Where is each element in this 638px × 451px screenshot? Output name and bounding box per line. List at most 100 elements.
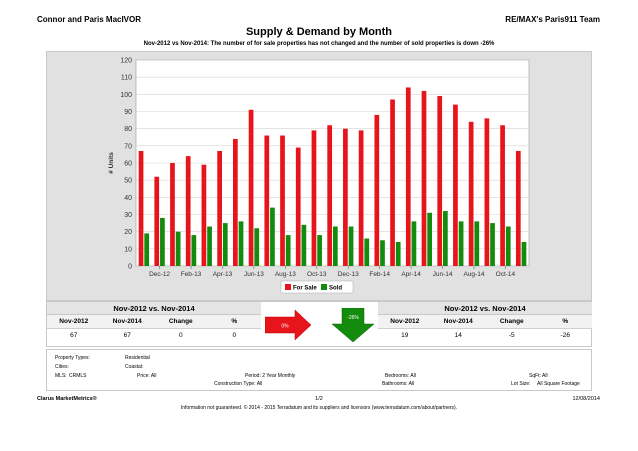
sold-bar: [301, 224, 307, 266]
stats-bar: Nov-2012 vs. Nov-2014 Nov-2012 Nov-2014 …: [46, 301, 592, 347]
x-tick-label: Jun-13: [244, 271, 264, 278]
for-sale-bar: [468, 121, 474, 266]
stats-left-value: 0: [178, 332, 183, 339]
stats-left-title: Nov-2012 vs. Nov-2014: [47, 302, 261, 315]
for-sale-bar: [264, 135, 270, 266]
sold-bar: [380, 240, 385, 266]
for-sale-bar: [248, 109, 254, 267]
stats-right-value: 14: [454, 332, 462, 339]
stats-right-header: %: [538, 315, 592, 329]
for-sale-bar: [311, 130, 317, 266]
page-title: Supply & Demand by Month: [245, 26, 393, 38]
sold-bar: [285, 235, 291, 266]
x-tick-label: Apr-13: [213, 271, 233, 278]
footer-brand: Clarus MarketMetrics®: [37, 396, 97, 402]
for-sale-bar: [515, 150, 521, 266]
sold-bar: [160, 217, 165, 266]
property-types-label: Property Types:: [55, 355, 90, 361]
sold-bar: [207, 226, 212, 266]
sold-bar: [348, 226, 354, 266]
stats-left-value: 67: [70, 332, 78, 339]
y-tick-label: 80: [124, 126, 132, 133]
stats-left-value: 0: [232, 332, 237, 339]
y-tick-label: 110: [121, 75, 132, 82]
y-tick-label: 50: [124, 178, 132, 185]
for-sale-bar: [327, 125, 333, 266]
for-sale-bar: [374, 114, 380, 266]
x-tick-label: Dec-12: [149, 271, 170, 278]
footer-page: 1/2: [315, 396, 323, 402]
for-sale-bar: [500, 125, 505, 266]
for-sale-bar: [138, 150, 144, 266]
for-sale-bar: [280, 135, 285, 266]
stats-left-header: Nov-2012: [47, 315, 101, 329]
for-sale-bar: [358, 130, 364, 266]
for-sale-bar: [437, 96, 443, 266]
for-sale-bar: [405, 87, 411, 266]
stats-right-header: Change: [485, 315, 539, 329]
y-tick-label: 30: [124, 212, 132, 219]
y-tick-label: 10: [124, 246, 132, 253]
sold-change-label: -26%: [347, 315, 359, 321]
for-sale-bar: [484, 118, 490, 266]
bathrooms-filter: Bathrooms: All: [382, 381, 415, 387]
bedrooms-filter: Bedrooms: All: [385, 373, 416, 379]
x-tick-label: Aug-13: [275, 271, 296, 278]
sold-bar: [458, 221, 464, 266]
stats-right-value: -26: [560, 332, 570, 339]
sold-bar: [521, 241, 527, 266]
period-filter: Period: 2 Year Monthly: [245, 373, 296, 379]
lot-size-label: Lot Size:: [511, 381, 531, 387]
for-sale-bar: [185, 156, 191, 266]
stats-right-value: -5: [508, 332, 515, 339]
footer-date: 12/08/2014: [572, 396, 600, 402]
sold-bar: [175, 231, 181, 266]
x-tick-label: Dec-13: [338, 271, 359, 278]
for-sale-bar: [154, 176, 160, 266]
sold-bar: [270, 207, 275, 266]
for-sale-bar: [421, 90, 427, 267]
stats-right-value: 19: [401, 332, 409, 339]
stats-left-value: 67: [123, 332, 131, 339]
y-tick-label: 90: [124, 109, 132, 116]
cities-value: Coastal:: [125, 364, 144, 370]
for-sale-bar: [295, 147, 301, 266]
x-tick-label: Oct-14: [496, 271, 516, 278]
sqft-filter: SqFt: All: [529, 373, 548, 379]
stats-right-header: Nov-2012: [378, 315, 432, 329]
sold-bar: [505, 226, 511, 266]
x-tick-label: Oct-13: [307, 271, 327, 278]
legend-label: For Sale: [293, 286, 317, 292]
x-tick-label: Feb-13: [181, 271, 202, 278]
stats-left-header: %: [207, 315, 261, 329]
mls-label: MLS:: [55, 373, 67, 379]
x-tick-label: Feb-14: [369, 271, 390, 278]
y-tick-label: 0: [128, 264, 132, 271]
y-tick-label: 70: [124, 143, 132, 150]
sold-bar: [222, 223, 228, 266]
x-tick-label: Jun-14: [433, 271, 453, 278]
sold-bar: [427, 212, 433, 266]
price-filter: Price: All: [137, 373, 157, 379]
sold-bar: [411, 221, 417, 266]
stats-left-header: Change: [154, 315, 208, 329]
agent-name: Connor and Paris MacIVOR: [37, 15, 142, 24]
for-sale-bar: [217, 150, 222, 266]
y-axis-label: # Units: [108, 152, 115, 174]
y-tick-label: 100: [120, 92, 132, 99]
sold-change-indicator: -26%: [331, 308, 375, 342]
sold-bar: [332, 226, 338, 266]
y-tick-label: 20: [124, 229, 132, 236]
supply-demand-chart: 0 10 20 30 40 50 60 70 80 90 100 110 120 # Units Dec-1…: [108, 58, 530, 294]
legend-label: Sold: [329, 286, 342, 292]
lot-size-value: All Square Footage: [537, 381, 580, 387]
legend: [280, 280, 354, 294]
y-tick-label: 60: [124, 161, 132, 168]
legend-swatch: [285, 284, 291, 290]
x-tick-label: Apr-14: [401, 271, 421, 278]
for-sale-bar: [343, 128, 348, 266]
sold-bar: [144, 233, 150, 266]
sold-bar: [474, 221, 480, 266]
sold-bar: [490, 223, 495, 266]
y-tick-label: 120: [120, 58, 132, 65]
